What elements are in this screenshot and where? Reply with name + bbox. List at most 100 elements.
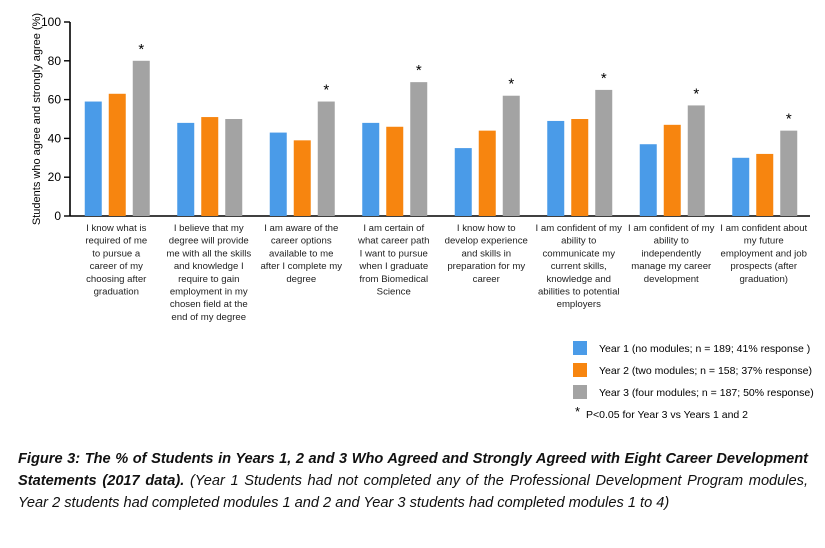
category-label: I know what is required of me to pursue a c… — [85, 223, 147, 298]
category-label-line: ability to — [654, 236, 689, 247]
category-label-line: and knowledge I — [174, 261, 244, 272]
category-label-line: I am confident about — [720, 223, 807, 234]
category-label-line: current skills, — [551, 261, 607, 272]
category-label-line: I believe that my — [174, 223, 244, 234]
y-axis-label: Students who agree and strongly agree (%… — [31, 13, 43, 225]
legend-swatch — [573, 341, 587, 355]
bar-2-3 — [293, 140, 311, 216]
category-label-line: end of my degree — [171, 312, 246, 323]
y-tick-label: 80 — [48, 54, 62, 68]
bar-3-8 — [780, 130, 798, 216]
bar-1-8 — [732, 157, 750, 216]
bar-1-7 — [639, 144, 657, 216]
legend-swatch — [573, 385, 587, 399]
category-label-line: knowledge and — [546, 274, 611, 285]
category-label-line: Science — [377, 287, 411, 298]
bar-1-5 — [454, 148, 472, 216]
significance-note: P<0.05 for Year 3 vs Years 1 and 2 — [586, 409, 748, 421]
bar-3-4 — [410, 82, 428, 216]
category-label-line: what career path — [357, 236, 429, 247]
significance-star: * — [601, 70, 607, 87]
category-label-line: develop experience — [445, 236, 528, 247]
category-label-line: degree — [286, 274, 316, 285]
significance-star: * — [323, 82, 329, 99]
y-tick-label: 100 — [41, 15, 61, 29]
category-label-line: to pursue a — [92, 248, 141, 259]
category-label-line: I am aware of the — [264, 223, 338, 234]
category-labels: I know what is required of me to pursue a c… — [85, 223, 807, 323]
category-label-line: when I graduate — [358, 261, 428, 272]
category-label-line: ability to — [561, 236, 596, 247]
category-label-line: and skills in — [461, 248, 511, 259]
bar-3-3 — [317, 101, 335, 216]
category-label-line: I know how to — [457, 223, 516, 234]
caption-title: Figure 3: The % of Students in Years 1, … — [18, 451, 808, 489]
category-label: I believe that my degree will provide me w… — [166, 223, 251, 323]
bar-2-8 — [756, 153, 774, 216]
legend-label: Year 2 (two modules; n = 158; 37% respon… — [599, 365, 812, 377]
significance-star: * — [416, 62, 422, 79]
bar-2-2 — [201, 117, 219, 216]
y-tick-label: 40 — [48, 131, 62, 145]
bar-1-6 — [547, 120, 565, 216]
category-label-line: development — [644, 274, 699, 285]
bar-1-2 — [177, 122, 195, 216]
chart-bars: * * * * * * * — [84, 41, 798, 216]
category-label-line: career — [473, 274, 501, 285]
category-label-line: abilities to potential — [538, 287, 620, 298]
category-label-line: I am certain of — [363, 223, 424, 234]
caption-body: (Year 1 Students had not completed any o… — [18, 473, 808, 511]
category-label-line: employment and job — [721, 248, 807, 259]
significance-star: * — [508, 76, 514, 93]
bar-3-2 — [225, 119, 243, 216]
category-label: I am confident about my future employment … — [720, 223, 807, 285]
category-label: I know how to develop experience and skill… — [445, 223, 528, 285]
bar-3-6 — [595, 89, 613, 216]
significance-star: * — [786, 111, 792, 128]
category-label: I am certain of what career path I want to… — [357, 223, 429, 298]
category-label: I am confident of my ability to independen… — [628, 223, 715, 285]
bar-1-3 — [269, 132, 287, 216]
bar-3-7 — [687, 105, 705, 216]
bar-2-6 — [571, 119, 589, 216]
y-tick-label: 0 — [54, 209, 61, 223]
category-label-line: career of my — [90, 261, 144, 272]
category-label-line: graduation) — [739, 274, 788, 285]
category-label-line: preparation for my — [447, 261, 525, 272]
category-label-line: employers — [557, 299, 601, 310]
category-label-line: independently — [641, 248, 701, 259]
bar-3-5 — [502, 95, 520, 216]
category-label-line: from Biomedical — [359, 274, 428, 285]
bar-2-7 — [663, 124, 681, 216]
category-label: I am aware of the career options available… — [260, 223, 342, 285]
category-label-line: employment in my — [170, 287, 248, 298]
bar-1-1 — [84, 101, 102, 216]
significance-star: * — [693, 85, 699, 102]
category-label-line: available to me — [269, 248, 334, 259]
legend-swatch — [573, 363, 587, 377]
bar-1-4 — [362, 122, 380, 216]
legend: Year 1 (no modules; n = 189; 41% respons… — [573, 341, 814, 421]
bar-2-5 — [478, 130, 496, 216]
figure-caption: Figure 3: The % of Students in Years 1, … — [18, 448, 808, 514]
category-label-line: career options — [271, 236, 332, 247]
bar-3-1 — [132, 60, 150, 216]
legend-label: Year 1 (no modules; n = 189; 41% respons… — [599, 343, 810, 355]
significance-star: * — [138, 41, 144, 58]
category-label-line: required of me — [85, 236, 147, 247]
bar-2-1 — [108, 93, 126, 216]
y-tick-label: 60 — [48, 93, 62, 107]
category-label: I am confident of my ability to communicat… — [536, 223, 623, 310]
category-label-line: require to gain — [178, 274, 239, 285]
category-label-line: my future — [744, 236, 784, 247]
category-label-line: communicate my — [542, 248, 615, 259]
bar-2-4 — [386, 126, 404, 216]
category-label-line: after I complete my — [260, 261, 342, 272]
category-label-line: I am confident of my — [536, 223, 623, 234]
category-label-line: I know what is — [86, 223, 146, 234]
y-tick-label: 20 — [48, 170, 62, 184]
category-label-line: choosing after — [86, 274, 147, 285]
category-label-line: prospects (after — [730, 261, 797, 272]
category-label-line: I am confident of my — [628, 223, 715, 234]
